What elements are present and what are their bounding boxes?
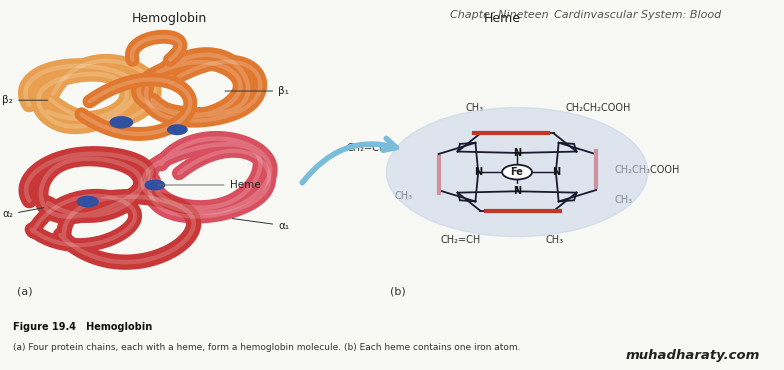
Text: CH₃: CH₃ (466, 102, 484, 112)
Text: α₁: α₁ (232, 219, 289, 231)
Text: β₁: β₁ (225, 86, 289, 96)
Text: Heme: Heme (158, 180, 260, 190)
Text: Hemoglobin: Hemoglobin (132, 11, 208, 25)
Text: (a) Four protein chains, each with a heme, form a hemoglobin molecule. (b) Each : (a) Four protein chains, each with a hem… (13, 343, 521, 352)
Text: N: N (474, 167, 482, 177)
Circle shape (502, 165, 532, 179)
Circle shape (168, 125, 187, 135)
Text: CH₂CH₂COOH: CH₂CH₂COOH (565, 102, 631, 112)
Circle shape (110, 117, 132, 128)
Text: Chapter Nineteen: Chapter Nineteen (450, 10, 549, 20)
Text: N: N (552, 167, 560, 177)
Text: N: N (513, 148, 521, 158)
Text: Fe: Fe (510, 167, 524, 177)
Text: Heme: Heme (484, 11, 521, 25)
Text: CH₂=CH: CH₂=CH (347, 143, 387, 153)
Text: CH₃: CH₃ (394, 191, 412, 201)
Text: Figure 19.4   Hemoglobin: Figure 19.4 Hemoglobin (13, 322, 152, 332)
Text: CH₃: CH₃ (614, 195, 632, 205)
Text: muhadharaty.com: muhadharaty.com (626, 349, 760, 362)
Text: β₂: β₂ (2, 95, 48, 105)
Text: CH₂=CH: CH₂=CH (441, 235, 481, 245)
FancyArrowPatch shape (302, 138, 397, 183)
Text: CH₂CH₂COOH: CH₂CH₂COOH (614, 165, 680, 175)
Text: Cardinvascular System: Blood: Cardinvascular System: Blood (554, 10, 721, 20)
Circle shape (145, 180, 165, 190)
Text: α₂: α₂ (2, 208, 44, 219)
Circle shape (387, 108, 648, 236)
Text: (a): (a) (16, 287, 32, 297)
Text: (b): (b) (390, 287, 406, 297)
Text: CH₃: CH₃ (546, 235, 564, 245)
Text: N: N (513, 186, 521, 196)
Circle shape (78, 196, 98, 207)
